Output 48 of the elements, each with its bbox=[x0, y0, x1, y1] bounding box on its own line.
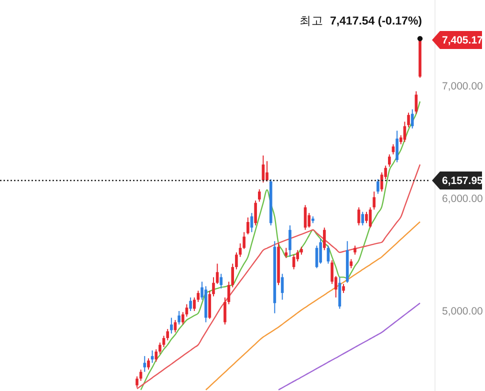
candlestick bbox=[224, 296, 226, 326]
candlestick bbox=[158, 342, 162, 354]
candlestick bbox=[178, 310, 180, 326]
ref-line-label: 6,157.95 bbox=[442, 175, 484, 188]
candlestick bbox=[319, 238, 322, 264]
candlestick bbox=[189, 296, 192, 312]
candlestick bbox=[136, 376, 138, 388]
candlestick bbox=[350, 258, 353, 269]
candlestick bbox=[372, 191, 376, 210]
candlestick bbox=[365, 211, 368, 224]
candlestick bbox=[410, 108, 414, 129]
candlestick bbox=[147, 358, 150, 370]
candlestick bbox=[246, 216, 250, 235]
y-tick-label: 6,000.00 bbox=[442, 192, 484, 205]
annotation: 최고 7,417.54 (-0.17%) bbox=[300, 16, 422, 28]
line-series bbox=[278, 302, 421, 390]
candlestick bbox=[254, 200, 257, 226]
line-series bbox=[205, 221, 421, 390]
y-tick-label: 5,000.00 bbox=[442, 306, 484, 318]
text: 7,405.17 bbox=[442, 34, 484, 47]
candlestick bbox=[220, 273, 223, 289]
candlestick bbox=[280, 273, 284, 300]
candlestick bbox=[388, 154, 391, 168]
candlestick bbox=[376, 178, 380, 194]
candlestick bbox=[208, 290, 212, 320]
candlestick bbox=[322, 227, 326, 251]
candlestick bbox=[288, 224, 292, 258]
candlestick bbox=[170, 317, 173, 334]
candlestick bbox=[212, 276, 215, 297]
candlestick bbox=[154, 348, 158, 362]
candlestick bbox=[407, 112, 410, 128]
candlestick bbox=[235, 252, 238, 270]
candlestick bbox=[368, 206, 372, 228]
y-tick-label: 7,000.00 bbox=[442, 80, 484, 92]
candlestick bbox=[354, 245, 356, 256]
candlestick bbox=[150, 350, 154, 364]
candlestick bbox=[284, 247, 288, 259]
line-series bbox=[140, 100, 421, 390]
candlestick bbox=[258, 188, 261, 202]
candlestick bbox=[361, 211, 364, 226]
candlestick bbox=[342, 283, 345, 294]
candlestick bbox=[396, 130, 398, 163]
candlestick bbox=[216, 263, 219, 284]
candlestick bbox=[143, 356, 146, 372]
line-series bbox=[136, 164, 421, 390]
candlestick bbox=[266, 160, 268, 182]
candlestick bbox=[414, 90, 418, 114]
candlestick bbox=[162, 335, 166, 348]
